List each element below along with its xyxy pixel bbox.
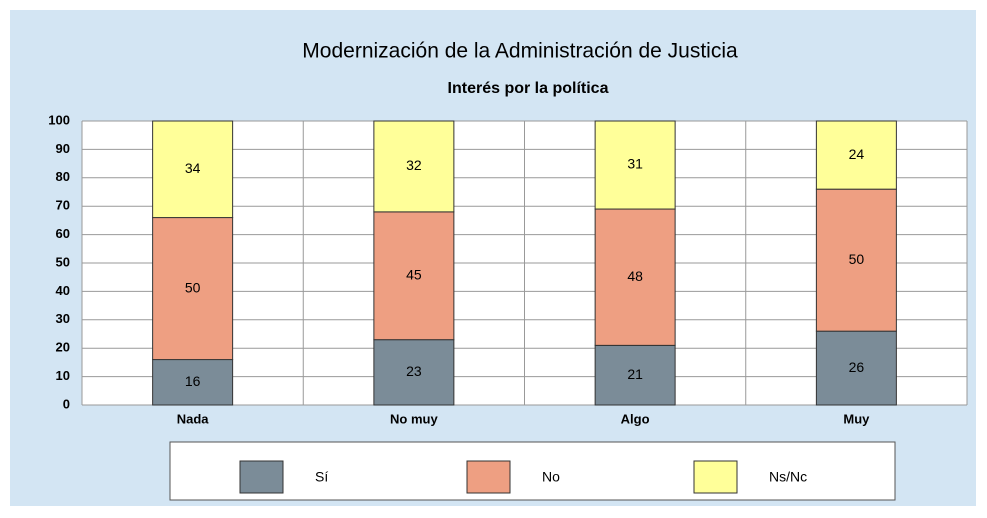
data-label: 24 [849,146,865,162]
bar-segment [373,211,455,341]
bar-segment [815,188,897,332]
legend-label: Sí [315,469,328,485]
legend-swatch [693,460,738,494]
bar-segment [152,359,234,406]
data-label: 26 [849,359,865,375]
bar-segment [373,120,455,213]
bar-segment [373,339,455,406]
legend-swatch [466,460,511,494]
y-tick-label: 10 [56,368,70,383]
data-label: 32 [406,157,422,173]
data-label: 34 [185,160,201,176]
bar-segment [815,120,897,190]
y-tick-label: 100 [48,112,70,127]
bar-segment [815,330,897,406]
data-label: 31 [627,156,643,172]
bar-segment [152,120,234,219]
bar-segment [594,120,676,210]
legend-label: No [542,469,560,485]
y-tick-label: 90 [56,141,70,156]
data-label: 50 [185,279,201,295]
chart-title: Modernización de la Administración de Ju… [302,40,738,63]
data-label: 21 [627,366,643,382]
data-label: 16 [185,373,201,389]
x-tick-label: Algo [621,411,650,426]
data-label: 23 [406,363,422,379]
y-tick-label: 70 [56,198,70,213]
legend [169,441,896,501]
x-tick-label: Muy [843,411,870,426]
y-tick-label: 0 [63,396,70,411]
data-label: 50 [849,251,865,267]
chart-subtitle: Interés por la política [448,80,609,97]
bar-segment [152,217,234,361]
y-tick-label: 50 [56,254,70,269]
y-tick-label: 30 [56,311,70,326]
x-tick-label: Nada [177,411,210,426]
y-tick-label: 80 [56,169,70,184]
y-tick-label: 60 [56,226,70,241]
legend-swatch [239,460,284,494]
bar-segment [594,208,676,346]
data-label: 45 [406,266,422,282]
y-tick-label: 40 [56,283,70,298]
x-tick-label: No muy [390,411,438,426]
data-label: 48 [627,268,643,284]
y-tick-label: 20 [56,340,70,355]
legend-label: Ns/Nc [769,469,807,485]
